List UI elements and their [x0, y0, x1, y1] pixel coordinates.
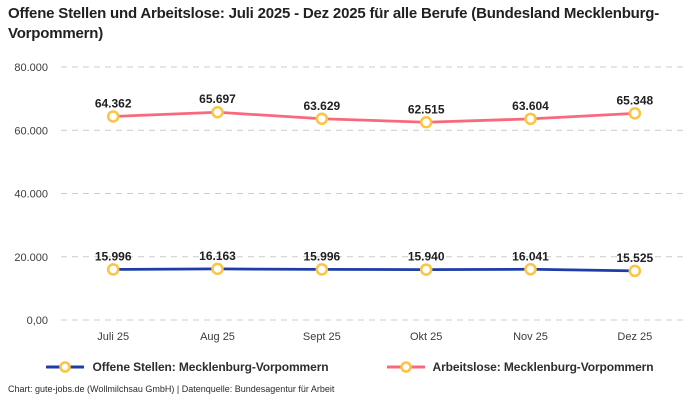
legend-label: Offene Stellen: Mecklenburg-Vorpommern [92, 360, 329, 374]
y-axis-tick-label: 60.000 [14, 125, 48, 137]
x-axis-tick-label: Nov 25 [513, 331, 548, 343]
data-point-marker[interactable] [419, 116, 433, 129]
x-axis-tick-label: Juli 25 [97, 331, 129, 343]
legend-line-marker-icon [386, 361, 425, 373]
x-axis-tick-label: Dez 25 [617, 331, 652, 343]
data-point-marker[interactable] [628, 107, 642, 120]
legend-line-marker-icon [46, 361, 85, 373]
x-axis-tick-label: Aug 25 [200, 331, 235, 343]
data-point-label: 15.525 [616, 251, 653, 265]
data-point-label: 15.940 [408, 250, 445, 264]
data-point-label: 16.041 [512, 249, 549, 263]
data-point-label: 15.996 [95, 249, 132, 263]
chart-legend: Offene Stellen: Mecklenburg-Vorpommern A… [0, 360, 700, 374]
series-line-1 [111, 110, 637, 124]
x-axis-tick-label: Okt 25 [410, 331, 442, 343]
data-point-marker[interactable] [315, 263, 329, 276]
series-line-0 [111, 267, 637, 273]
data-point-label: 65.348 [616, 93, 653, 107]
y-axis-tick-label: 40.000 [14, 189, 48, 201]
legend-item-arbeitslose[interactable]: Arbeitslose: Mecklenburg-Vorpommern [386, 360, 654, 374]
attribution-text: Chart: gute-jobs.de (Wollmilchsau GmbH) … [8, 384, 335, 394]
data-point-label: 15.996 [303, 249, 340, 263]
data-point-label: 64.362 [95, 96, 132, 110]
data-point-marker[interactable] [106, 263, 120, 276]
y-axis-tick-label: 80.000 [14, 62, 48, 74]
data-point-label: 63.604 [512, 99, 549, 113]
y-axis-tick-label: 0,00 [27, 315, 48, 327]
data-point-marker[interactable] [628, 264, 642, 278]
data-point-label: 65.697 [199, 92, 236, 106]
data-point-marker[interactable] [419, 263, 433, 276]
chart-title: Offene Stellen und Arbeitslose: Juli 202… [8, 5, 660, 43]
data-point-marker[interactable] [315, 112, 329, 126]
data-point-marker[interactable] [524, 263, 537, 276]
legend-label: Arbeitslose: Mecklenburg-Vorpommern [432, 360, 654, 374]
data-point-marker[interactable] [524, 112, 537, 126]
data-point-marker[interactable] [211, 262, 224, 276]
legend-item-offene-stellen[interactable]: Offene Stellen: Mecklenburg-Vorpommern [46, 360, 329, 374]
data-point-marker[interactable] [106, 110, 120, 123]
data-point-label: 16.163 [199, 249, 236, 263]
data-point-label: 63.629 [303, 99, 340, 113]
data-point-label: 62.515 [408, 102, 445, 116]
line-chart-plot-area: 0,00 20.000 40.000 60.000 80.000 Juli 25 Aug 2… [14, 62, 687, 343]
y-axis-tick-label: 20.000 [14, 252, 48, 264]
data-point-marker[interactable] [211, 105, 224, 119]
x-axis-tick-label: Sept 25 [303, 331, 341, 343]
